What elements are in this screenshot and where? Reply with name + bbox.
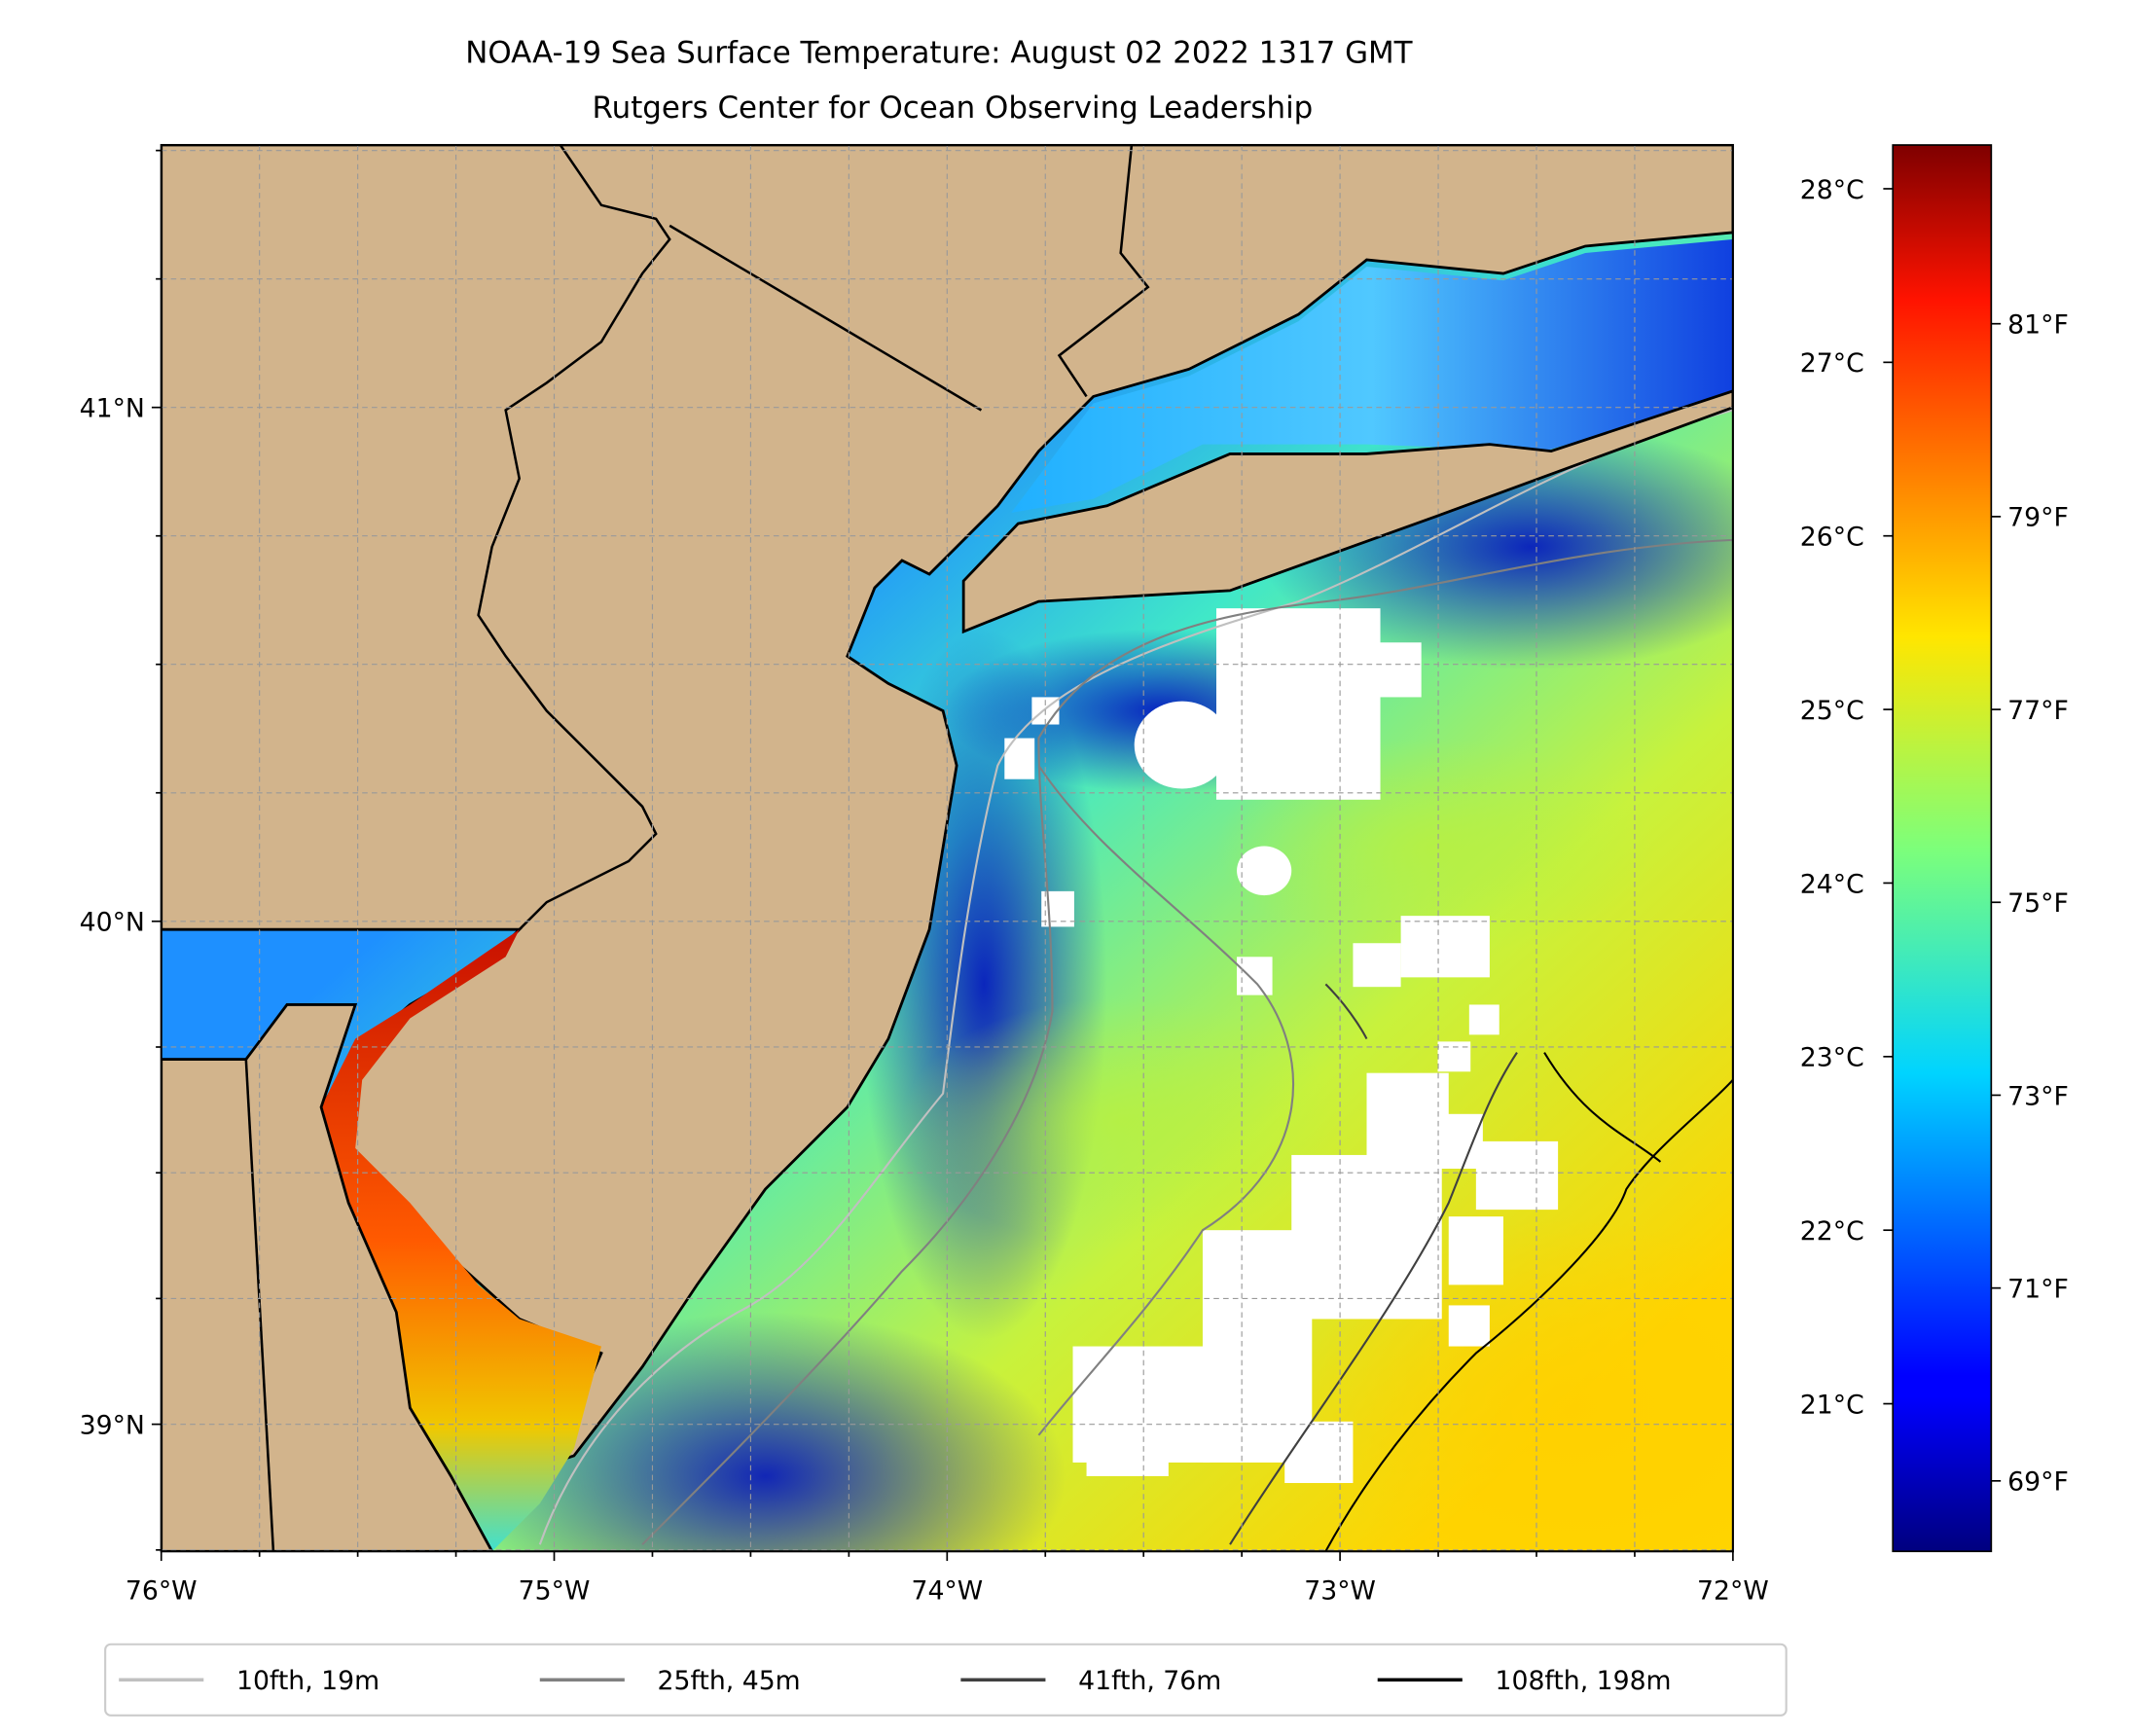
isobath-108fth bbox=[1324, 1052, 1733, 1552]
colorbar-c-label: 23°C bbox=[1800, 1043, 1864, 1073]
colorbar-fahrenheit-axis: 69°F 71°F 73°F 75°F 77°F 79°F 81°F bbox=[1991, 310, 2069, 1498]
x-tick-label: 76°W bbox=[126, 1575, 198, 1606]
colorbar-c-label: 22°C bbox=[1800, 1216, 1864, 1247]
legend-entry: 41fth, 76m bbox=[960, 1666, 1221, 1696]
colorbar-f-label: 77°F bbox=[2007, 696, 2069, 726]
x-tick-label: 74°W bbox=[911, 1575, 983, 1606]
colorbar-c-label: 27°C bbox=[1800, 348, 1864, 379]
colorbar-f-label: 73°F bbox=[2007, 1081, 2069, 1111]
colorbar-c-label: 25°C bbox=[1800, 696, 1864, 726]
chart-subtitle: Rutgers Center for Ocean Observing Leade… bbox=[593, 90, 1314, 126]
colorbar-f-label: 75°F bbox=[2007, 888, 2069, 919]
y-tick-label: 40°N bbox=[80, 908, 145, 938]
y-tick-label: 39°N bbox=[80, 1410, 145, 1440]
chart-title: NOAA-19 Sea Surface Temperature: August … bbox=[465, 36, 1412, 71]
gridlines bbox=[161, 145, 1733, 1552]
colorbar-f-label: 79°F bbox=[2007, 503, 2069, 533]
delaware-bay bbox=[321, 929, 601, 1552]
colorbar-f-label: 81°F bbox=[2007, 310, 2069, 341]
colorbar-f-label: 71°F bbox=[2007, 1274, 2069, 1304]
legend-label: 25fth, 45m bbox=[658, 1666, 801, 1696]
x-tick-label: 75°W bbox=[519, 1575, 591, 1606]
colorbar-celsius-axis: 21°C 22°C 23°C 24°C 25°C 26°C 27°C 28°C bbox=[1800, 175, 1894, 1420]
x-axis: 76°W 75°W 74°W 73°W 72°W bbox=[126, 1551, 1769, 1606]
legend-label: 10fth, 19m bbox=[236, 1666, 379, 1696]
legend-entry: 25fth, 45m bbox=[539, 1666, 801, 1696]
land-delmarva bbox=[161, 1003, 494, 1552]
y-axis: 41°N 40°N 39°N bbox=[80, 149, 162, 1551]
legend-entry: 10fth, 19m bbox=[119, 1666, 379, 1696]
legend-label: 41fth, 76m bbox=[1078, 1666, 1221, 1696]
y-tick-label: 41°N bbox=[80, 394, 145, 424]
colorbar-c-label: 28°C bbox=[1800, 175, 1864, 205]
colorbar bbox=[1892, 144, 1993, 1553]
colorbar-c-label: 24°C bbox=[1800, 869, 1864, 899]
legend-label: 108fth, 198m bbox=[1496, 1666, 1672, 1696]
x-tick-label: 72°W bbox=[1697, 1575, 1769, 1606]
colorbar-c-label: 26°C bbox=[1800, 523, 1864, 553]
warm-region bbox=[901, 997, 1340, 1245]
colorbar-c-label: 21°C bbox=[1800, 1390, 1864, 1420]
legend bbox=[104, 1643, 1788, 1717]
land-long-island bbox=[961, 389, 1733, 634]
x-tick-label: 73°W bbox=[1304, 1575, 1376, 1606]
legend-entry: 108fth, 198m bbox=[1377, 1666, 1672, 1696]
colorbar-f-label: 69°F bbox=[2007, 1467, 2069, 1498]
long-island-sound bbox=[1011, 238, 1733, 513]
isobath-25fth bbox=[641, 538, 1733, 1545]
isobath-41fth bbox=[1229, 983, 1518, 1545]
map-area bbox=[161, 145, 1733, 1552]
